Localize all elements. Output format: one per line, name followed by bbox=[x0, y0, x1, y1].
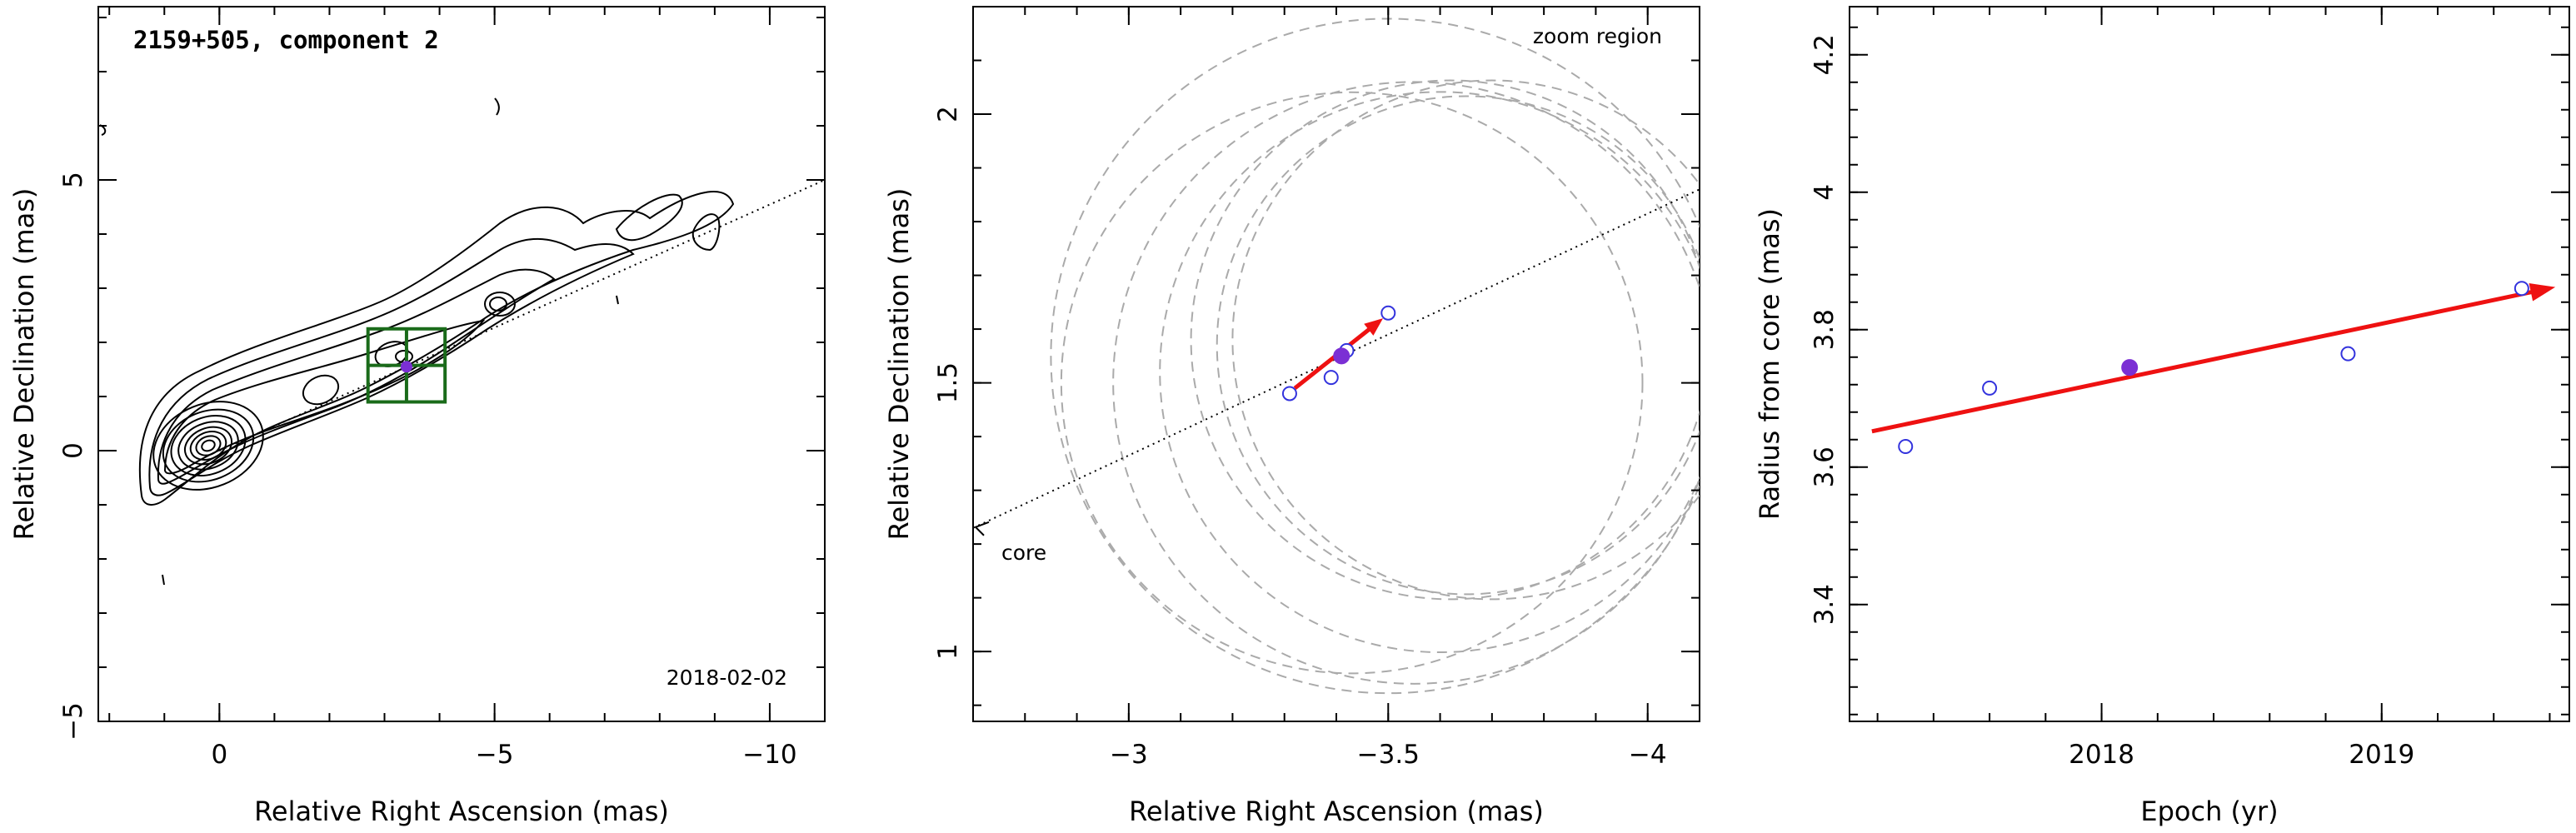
panel3-x-ticks: 2018 2019 bbox=[1876, 7, 2551, 770]
beam-circle bbox=[1231, 79, 1700, 601]
jet-axis-line bbox=[218, 179, 825, 451]
component-point-filled bbox=[1333, 347, 1350, 365]
contour-lines bbox=[99, 97, 735, 586]
panel1-y-ticks: −5 0 5 bbox=[58, 17, 825, 741]
panel2-y-axis-label: Relative Declination (mas) bbox=[883, 188, 915, 541]
panel3-x-axis-label: Epoch (yr) bbox=[2140, 796, 2278, 827]
x-tick-label: −10 bbox=[742, 740, 796, 770]
beam-circle bbox=[1216, 95, 1700, 596]
x-tick-label: −3 bbox=[1110, 740, 1148, 770]
beam-circle bbox=[1060, 91, 1644, 675]
x-tick-label: 2019 bbox=[2349, 740, 2414, 770]
panel-contour-map: 0 −5 −10 −5 0 5 2159+505, component 2 2018-0… bbox=[8, 6, 826, 827]
panel1-date-label: 2018-02-02 bbox=[666, 666, 787, 690]
y-tick-label: 5 bbox=[58, 172, 88, 188]
x-tick-label: 0 bbox=[211, 740, 227, 770]
y-tick-label: −5 bbox=[58, 702, 88, 741]
panel-radius-epoch: 2018 2019 3.4 3.6 3.8 4 4.2 Epoch (yr) Radius… bbox=[1754, 6, 2570, 827]
x-tick-label: 2018 bbox=[2069, 740, 2134, 770]
y-tick-label: 3.4 bbox=[1810, 584, 1840, 625]
component-positions bbox=[1281, 305, 1396, 402]
panel3-frame bbox=[1849, 6, 2570, 722]
epoch-point bbox=[2514, 281, 2529, 297]
y-tick-label: 2 bbox=[933, 106, 963, 122]
contour-map bbox=[99, 97, 825, 586]
x-tick-label: −3.5 bbox=[1357, 740, 1420, 770]
velocity-vector-head bbox=[1364, 318, 1384, 336]
core-label: core bbox=[1001, 541, 1046, 565]
beam-circle bbox=[1190, 79, 1700, 601]
panel2-x-axis-label: Relative Right Ascension (mas) bbox=[1129, 796, 1544, 827]
epoch-point bbox=[1898, 439, 1914, 454]
y-tick-label: 3.6 bbox=[1810, 446, 1840, 487]
y-tick-label: 1 bbox=[933, 643, 963, 660]
epoch-point bbox=[2340, 346, 2356, 362]
zoom-region-label: zoom region bbox=[1533, 24, 1662, 48]
panel3-y-axis-label: Radius from core (mas) bbox=[1754, 208, 1785, 520]
epoch-point-filled bbox=[2121, 359, 2139, 377]
x-tick-label: −4 bbox=[1629, 740, 1667, 770]
y-tick-label: 3.8 bbox=[1810, 309, 1840, 350]
fit-line bbox=[1871, 288, 2540, 434]
panel1-frame bbox=[97, 6, 826, 722]
panel2-x-ticks: −3 −3.5 −4 bbox=[972, 7, 1667, 770]
panel1-x-ticks: 0 −5 −10 bbox=[108, 7, 826, 770]
component-marker bbox=[400, 361, 412, 373]
component-point bbox=[1281, 386, 1297, 402]
panel-zoom-region: −3 −3.5 −4 11.52 zoom region core Relative… bbox=[883, 6, 1700, 827]
beam-circles bbox=[1050, 17, 1700, 695]
panel1-title: 2159+505, component 2 bbox=[133, 26, 439, 54]
epoch-points bbox=[1898, 281, 2529, 454]
y-tick-label: 0 bbox=[58, 442, 88, 459]
fit-line-arrowhead bbox=[2529, 283, 2556, 302]
panel2-y-ticks: 11.52 bbox=[933, 6, 1700, 706]
beam-circle bbox=[1112, 81, 1700, 685]
component-point bbox=[1323, 370, 1339, 386]
panel1-y-axis-label: Relative Declination (mas) bbox=[8, 188, 40, 541]
panel3-y-ticks: 3.4 3.6 3.8 4 4.2 bbox=[1810, 26, 2569, 716]
epoch-point bbox=[1982, 380, 1998, 396]
panel1-x-axis-label: Relative Right Ascension (mas) bbox=[254, 796, 669, 827]
y-tick-label: 4 bbox=[1810, 184, 1840, 201]
x-tick-label: −5 bbox=[476, 740, 514, 770]
component-point bbox=[1380, 305, 1396, 321]
y-tick-label: 1.5 bbox=[933, 362, 963, 403]
core-direction-arrowhead bbox=[974, 521, 990, 536]
panel2-frame bbox=[972, 6, 1700, 722]
beam-circle bbox=[1159, 91, 1700, 653]
y-tick-label: 4.2 bbox=[1810, 34, 1840, 75]
